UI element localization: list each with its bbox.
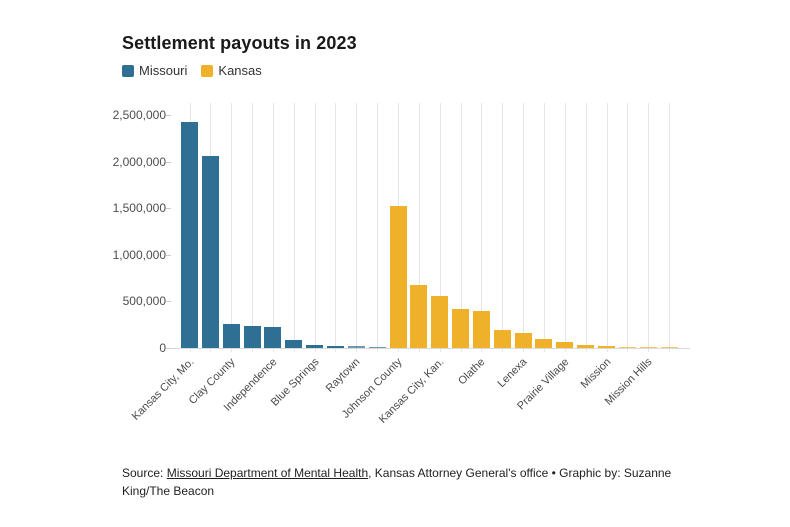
bar-raytown bbox=[347, 346, 365, 348]
grid-line bbox=[669, 103, 671, 352]
bar-independence bbox=[264, 327, 282, 348]
legend-label-kansas: Kansas bbox=[218, 63, 262, 78]
grid-line bbox=[523, 103, 525, 352]
grid-line bbox=[293, 103, 295, 352]
legend-label-missouri: Missouri bbox=[139, 63, 188, 78]
y-axis-label: 1,000,000 bbox=[112, 247, 166, 262]
bar-blue-springs bbox=[306, 345, 324, 348]
y-axis-label: 500,000 bbox=[122, 294, 166, 309]
bar-clay-county bbox=[222, 324, 240, 348]
source-rest: , Kansas Attorney General's office • Gra… bbox=[122, 466, 672, 498]
grid-line bbox=[627, 103, 629, 352]
source-note: Source: Missouri Department of Mental He… bbox=[122, 464, 690, 500]
grid-line bbox=[543, 103, 545, 352]
y-axis-label: 1,500,000 bbox=[112, 201, 166, 216]
bar-prairie-village bbox=[556, 341, 574, 348]
legend-item-kansas: Kansas bbox=[201, 63, 262, 78]
grid-line bbox=[252, 103, 254, 352]
y-axis-label: 2,000,000 bbox=[112, 154, 166, 169]
grid-line bbox=[648, 103, 650, 352]
chart-title: Settlement payouts in 2023 bbox=[122, 33, 357, 53]
grid-line bbox=[564, 103, 566, 352]
bar-lenexa bbox=[514, 333, 532, 348]
missouri-swatch-icon bbox=[122, 64, 134, 77]
bar-unlabeled-16 bbox=[493, 329, 511, 348]
grid-line bbox=[377, 103, 379, 352]
grid-line bbox=[335, 103, 337, 352]
grid-line bbox=[272, 103, 274, 352]
bar-unlabeled-6 bbox=[285, 340, 303, 348]
grid-line bbox=[460, 103, 462, 352]
bar-unlabeled-22 bbox=[618, 346, 636, 348]
bar-kansas-city-mo bbox=[181, 121, 198, 348]
grid-line bbox=[606, 103, 608, 352]
y-axis-tick bbox=[166, 301, 171, 303]
grid-line bbox=[231, 103, 233, 352]
y-axis-label: 2,500,000 bbox=[112, 108, 166, 122]
x-axis-line bbox=[170, 348, 690, 349]
bar-unlabeled-4 bbox=[243, 326, 261, 348]
bar-kansas-city-kan bbox=[431, 295, 449, 348]
y-axis-tick bbox=[166, 208, 171, 210]
bar-unlabeled-8 bbox=[326, 345, 344, 348]
bar-mission bbox=[598, 345, 615, 348]
grid-line bbox=[481, 103, 483, 352]
bar-unlabeled-12 bbox=[410, 285, 428, 348]
y-axis-tick bbox=[166, 348, 171, 349]
grid-line bbox=[418, 103, 420, 352]
legend-item-missouri: Missouri bbox=[122, 63, 187, 78]
grid-line bbox=[314, 103, 316, 352]
grid-line bbox=[439, 103, 441, 352]
bar-unlabeled-24 bbox=[660, 347, 678, 348]
grid-line bbox=[585, 103, 587, 352]
grid-line bbox=[502, 103, 504, 352]
legend: Missouri Kansas bbox=[122, 63, 262, 78]
y-axis-tick bbox=[166, 254, 171, 256]
bar-unlabeled-2 bbox=[201, 156, 219, 348]
bar-mission-hills bbox=[639, 347, 657, 348]
bar-johnson-county bbox=[389, 205, 407, 348]
y-axis-tick bbox=[166, 115, 171, 116]
bar-olathe bbox=[472, 311, 490, 348]
bar-unlabeled-18 bbox=[535, 339, 553, 348]
kansas-swatch-icon bbox=[201, 64, 214, 77]
source-link[interactable]: Missouri Department of Mental Health bbox=[166, 466, 369, 480]
source-prefix: Source: bbox=[122, 466, 167, 480]
bar-unlabeled-14 bbox=[452, 308, 470, 348]
bar-unlabeled-20 bbox=[577, 344, 595, 348]
y-axis-label: 0 bbox=[159, 341, 166, 355]
y-axis-tick bbox=[166, 161, 171, 163]
bar-unlabeled-10 bbox=[368, 346, 386, 348]
grid-line bbox=[356, 103, 358, 352]
